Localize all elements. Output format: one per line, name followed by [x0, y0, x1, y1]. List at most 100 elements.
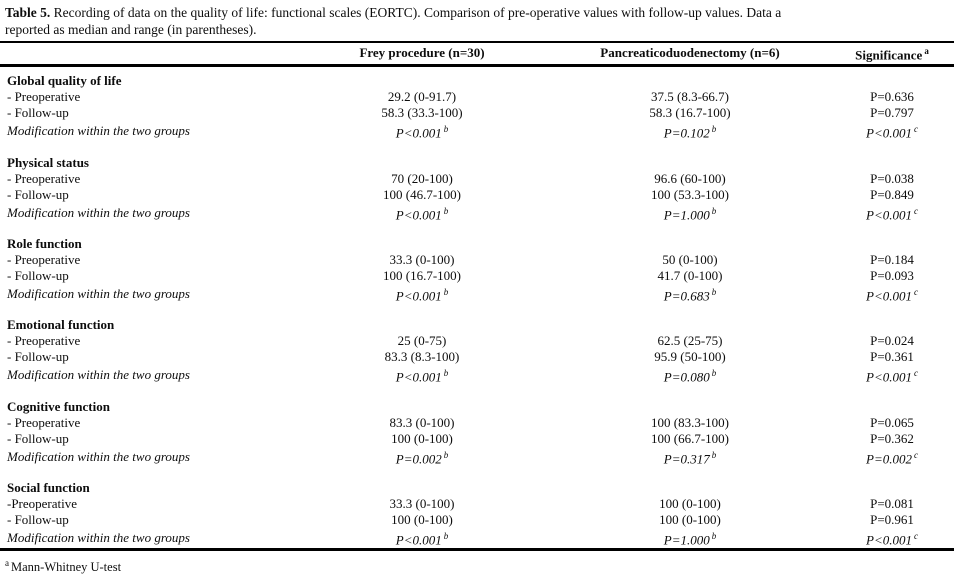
significance-value: P<0.001 c: [830, 203, 954, 223]
frey-value: P<0.001 b: [294, 203, 550, 223]
significance-value: P=0.961: [830, 512, 954, 528]
significance-value: P=0.797: [830, 105, 954, 121]
cell-value: P=0.065: [870, 414, 914, 430]
pd-value: 62.5 (25-75): [550, 333, 830, 349]
significance-value: P=0.362: [830, 431, 954, 447]
cell-value: P=0.683: [663, 288, 710, 304]
row-label: - Follow-up: [7, 186, 69, 202]
cell-value: P=1.000: [663, 532, 710, 548]
frey-value: P=0.002 b: [294, 447, 550, 467]
significance-value: P<0.001 c: [830, 121, 954, 141]
frey-value: 29.2 (0-91.7): [294, 89, 550, 105]
row-label: - Follow-up: [7, 105, 69, 121]
section-heading-row: Social function: [0, 467, 954, 496]
frey-value: 58.3 (33.3-100): [294, 105, 550, 121]
table-header: Frey procedure (n=30) Pancreaticoduodene…: [0, 42, 954, 68]
row-label: - Preoperative: [7, 170, 81, 186]
table-row: - Follow-up 58.3 (33.3-100) 58.3 (16.7-100…: [0, 105, 954, 121]
cell-value: P=0.636: [870, 89, 914, 105]
cell-value: P=0.102: [663, 125, 710, 141]
footnote-marker: b: [443, 286, 449, 297]
cell-value: P=0.002: [866, 450, 912, 466]
significance-value: P=0.361: [830, 349, 954, 365]
row-label: - Preoperative: [7, 414, 81, 430]
significance-value: P<0.001 c: [830, 365, 954, 385]
significance-value: P=0.038: [830, 171, 954, 187]
header-empty-cell: [0, 42, 294, 68]
cell-value: 100 (0-100): [659, 511, 721, 527]
pd-value: P=0.683 b: [550, 284, 830, 304]
cell-value: 83.3 (0-100): [389, 414, 455, 430]
section-heading: Emotional function: [7, 317, 115, 333]
pd-value: P=1.000 b: [550, 203, 830, 223]
caption-line-1: Table 5. Recording of data on the qualit…: [5, 4, 954, 21]
cell-value: P=0.024: [870, 333, 914, 349]
cell-value: P<0.001: [866, 125, 912, 141]
pd-value: 95.9 (50-100): [550, 349, 830, 365]
cell-value: 33.3 (0-100): [389, 495, 455, 511]
table-row: - Preoperative 70 (20-100) 96.6 (60-100) P=…: [0, 171, 954, 187]
cell-value: 33.3 (0-100): [389, 251, 455, 267]
cell-value: 100 (0-100): [391, 430, 453, 446]
pd-value: 96.6 (60-100): [550, 171, 830, 187]
pd-value: 100 (66.7-100): [550, 431, 830, 447]
pd-value: 41.7 (0-100): [550, 268, 830, 284]
cell-value: 100 (53.3-100): [651, 186, 729, 202]
pd-value: 100 (53.3-100): [550, 187, 830, 203]
section-heading: Cognitive function: [7, 398, 110, 414]
footnote-marker: b: [711, 124, 717, 135]
cell-value: 83.3 (8.3-100): [384, 349, 460, 365]
frey-value: 100 (0-100): [294, 431, 550, 447]
cell-value: 96.6 (60-100): [654, 170, 726, 186]
cell-value: 100 (16.7-100): [383, 267, 461, 283]
header-row: Frey procedure (n=30) Pancreaticoduodene…: [0, 42, 954, 68]
significance-value: P=0.081: [830, 496, 954, 512]
row-label: Modification within the two groups: [7, 530, 190, 546]
footnote-marker: c: [913, 205, 918, 216]
caption-line-2: reported as median and range (in parenth…: [5, 22, 257, 37]
section-heading-row: Role function: [0, 223, 954, 252]
cell-value: 37.5 (8.3-66.7): [651, 89, 729, 105]
cell-value: 100 (66.7-100): [651, 430, 729, 446]
row-label: - Preoperative: [7, 333, 81, 349]
footnote-marker: c: [913, 368, 918, 379]
pd-value: 58.3 (16.7-100): [550, 105, 830, 121]
cell-value: P<0.001: [395, 125, 442, 141]
table-row: - Follow-up 100 (0-100) 100 (0-100) P=0.961: [0, 512, 954, 528]
frey-value: 100 (16.7-100): [294, 268, 550, 284]
table-row: -Preoperative 33.3 (0-100) 100 (0-100) P=0.…: [0, 496, 954, 512]
table-row: - Preoperative 83.3 (0-100) 100 (83.3-100)…: [0, 415, 954, 431]
footnote-text: Mann-Whitney U-test: [11, 560, 122, 575]
row-label: Modification within the two groups: [7, 448, 190, 464]
frey-value: 33.3 (0-100): [294, 496, 550, 512]
frey-value: 83.3 (8.3-100): [294, 349, 550, 365]
cell-value: 58.3 (16.7-100): [649, 105, 731, 121]
cell-value: P=0.002: [395, 450, 442, 466]
row-label: Modification within the two groups: [7, 367, 190, 383]
header-significance-label: Significance: [855, 47, 923, 63]
frey-value: P<0.001 b: [294, 121, 550, 141]
cell-value: P<0.001: [395, 288, 442, 304]
significance-value: P=0.636: [830, 89, 954, 105]
cell-value: P=0.849: [870, 186, 914, 202]
row-label: Modification within the two groups: [7, 204, 190, 220]
footnote-marker: c: [913, 530, 918, 541]
table-row: - Follow-up 100 (0-100) 100 (66.7-100) P=0.…: [0, 431, 954, 447]
section-heading: Physical status: [7, 154, 89, 170]
table-row: - Follow-up 100 (16.7-100) 41.7 (0-100) P=0…: [0, 268, 954, 284]
section-heading: Global quality of life: [7, 73, 122, 89]
cell-value: 100 (83.3-100): [651, 414, 729, 430]
cell-value: P<0.001: [395, 206, 442, 222]
cell-value: 29.2 (0-91.7): [387, 89, 457, 105]
cell-value: P=0.081: [870, 495, 914, 511]
cell-value: P<0.001: [866, 288, 912, 304]
header-frey-label: Frey procedure (n=30): [359, 45, 485, 61]
row-label: - Follow-up: [7, 267, 69, 283]
frey-value: 100 (46.7-100): [294, 187, 550, 203]
cell-value: P<0.001: [866, 532, 912, 548]
cell-value: P<0.001: [395, 532, 442, 548]
cell-value: P<0.001: [866, 369, 912, 385]
cell-value: P=0.362: [870, 430, 914, 446]
cell-value: P=0.361: [870, 349, 914, 365]
